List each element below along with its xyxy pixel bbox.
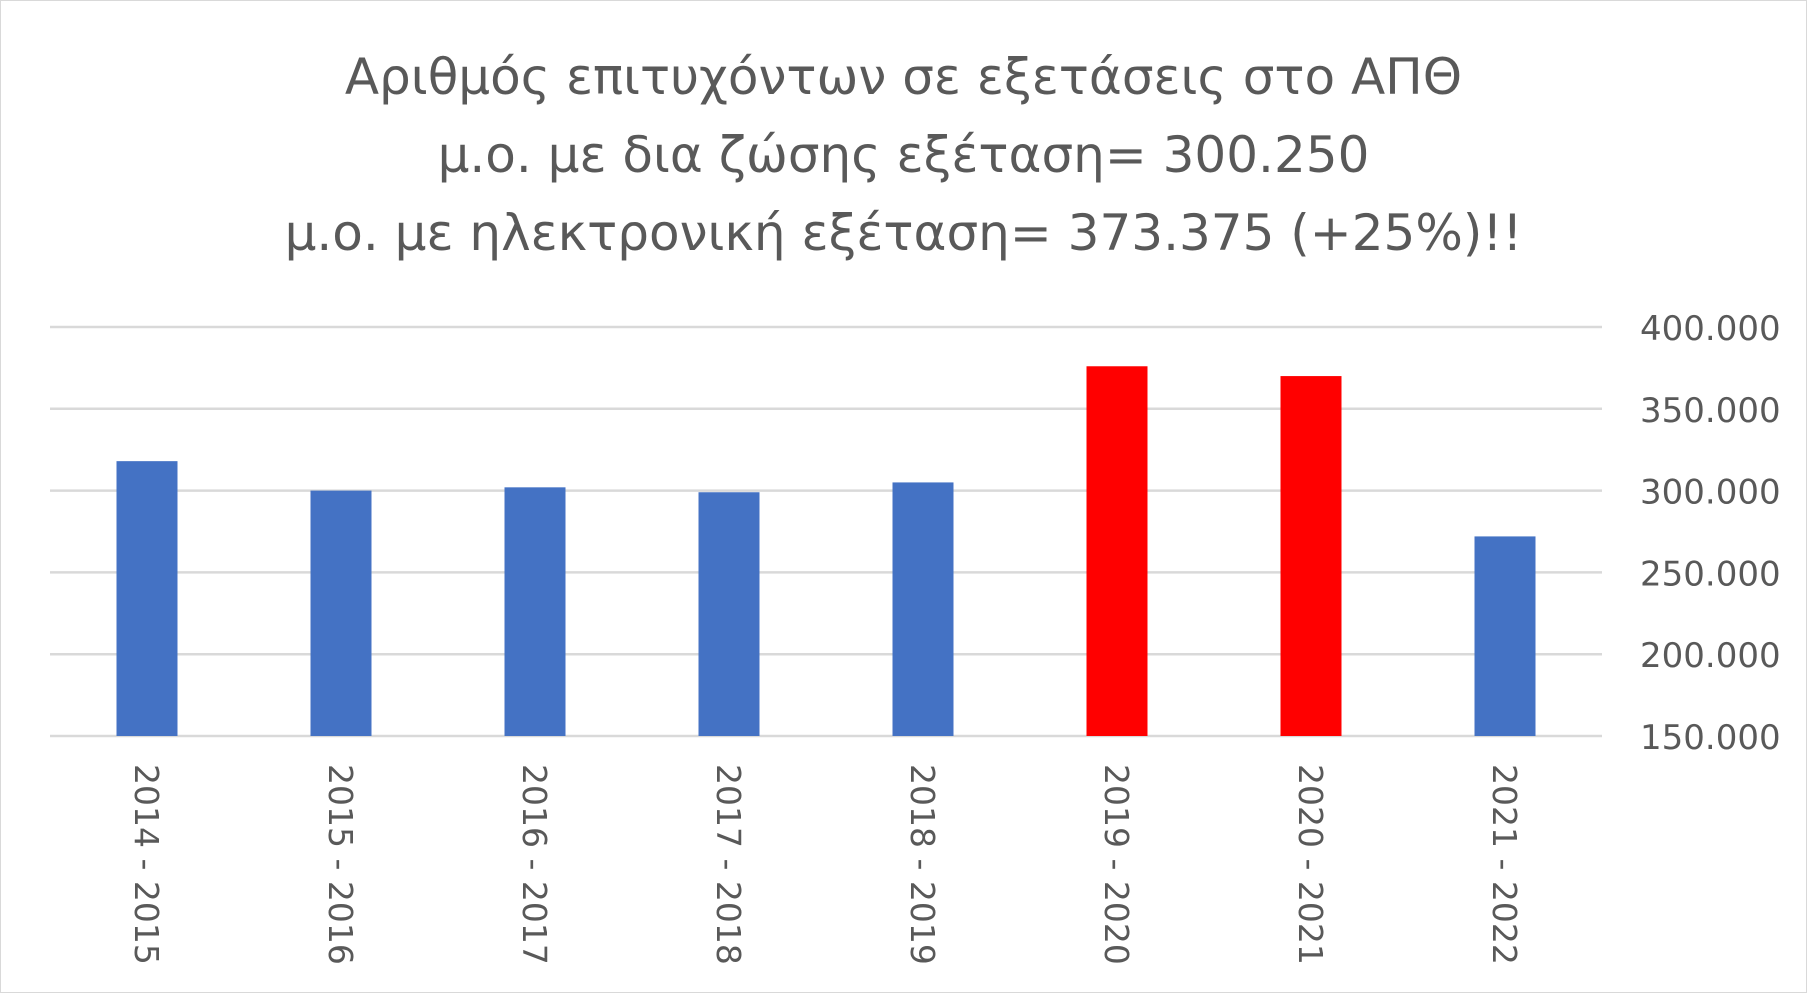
chart-title-line-2: μ.ο. με δια ζώσης εξέταση= 300.250 <box>437 126 1370 184</box>
x-tick-label: 2014 - 2015 <box>127 764 166 965</box>
x-tick-label: 2015 - 2016 <box>321 764 360 965</box>
y-tick-label: 200.000 <box>1640 636 1781 676</box>
x-tick-label: 2019 - 2020 <box>1097 764 1136 965</box>
x-axis-ticks: 2014 - 2015 2015 - 2016 2016 - 2017 2017 - … <box>127 764 1524 965</box>
bars <box>116 366 1536 736</box>
x-tick-label: 2016 - 2017 <box>515 764 554 965</box>
bar <box>1474 536 1536 736</box>
y-tick-label: 150.000 <box>1640 718 1781 758</box>
bar <box>698 492 760 736</box>
bar <box>892 482 954 736</box>
bar <box>504 487 566 736</box>
x-tick-label: 2018 - 2019 <box>903 764 942 965</box>
bar <box>310 490 372 736</box>
x-tick-label: 2021 - 2022 <box>1485 764 1524 965</box>
x-tick-label: 2017 - 2018 <box>709 764 748 965</box>
y-axis-ticks: 150.000 200.000 250.000 300.000 350.000 400.0… <box>1640 309 1781 758</box>
y-tick-label: 350.000 <box>1640 391 1781 431</box>
y-tick-label: 250.000 <box>1640 554 1781 594</box>
bar <box>1086 366 1148 736</box>
chart-title-line-3: μ.ο. με ηλεκτρονική εξέταση= 373.375 (+2… <box>284 204 1523 262</box>
bar <box>1280 376 1342 736</box>
y-tick-label: 400.000 <box>1640 309 1781 349</box>
y-tick-label: 300.000 <box>1640 473 1781 513</box>
gridlines <box>50 325 1602 738</box>
chart-title: Αριθμός επιτυχόντων σε εξετάσεις στο ΑΠΘ… <box>0 38 1807 272</box>
x-tick-label: 2020 - 2021 <box>1291 764 1330 965</box>
chart-title-line-1: Αριθμός επιτυχόντων σε εξετάσεις στο ΑΠΘ <box>344 48 1463 106</box>
bar <box>116 461 178 736</box>
